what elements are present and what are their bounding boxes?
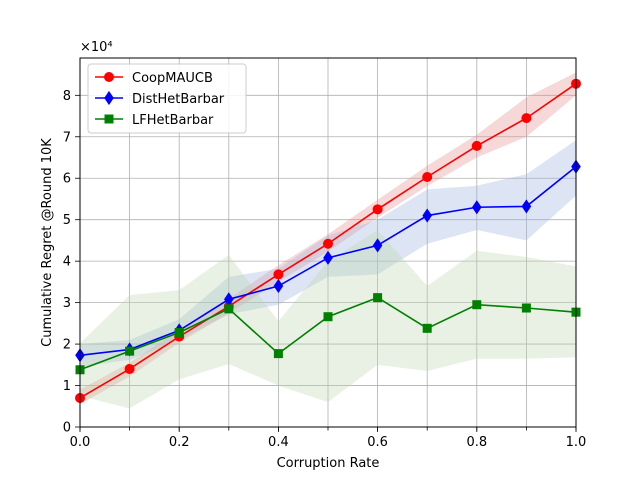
lfhetbarbar-point (224, 304, 234, 314)
legend-label-coopmaucb: CoopMAUCB (132, 71, 213, 86)
coopmaucb-point (422, 171, 433, 182)
legend-marker-disthetbarbar (104, 90, 114, 106)
lfhetbarbar-point (521, 303, 531, 313)
legend-marker-coopmaucb (104, 72, 114, 82)
coopmaucb-point (471, 140, 482, 151)
lfhetbarbar-point (273, 349, 283, 359)
y-axis-label: Cumulative Regret @Round 10K (40, 138, 55, 347)
coopmaucb-point (372, 204, 383, 215)
disthetbarbar-point (323, 250, 333, 265)
legend-box (87, 63, 247, 134)
legend-label-disthetbarbar: DistHetBarbar (132, 92, 225, 107)
x-tick-label: 0.0 (70, 435, 91, 450)
disthetbarbar-point (372, 238, 383, 253)
disthetbarbar-point (273, 278, 284, 294)
x-tick-label: 0.8 (466, 435, 487, 450)
lfhetbarbar-point (373, 293, 383, 303)
lfhetbarbar-point (323, 312, 333, 322)
axis-ticks: 0.0 0.2 0.4 0.6 0.8 1.0 0 1 2 3 4 5 6 7 8 (63, 89, 587, 450)
lfhetbarbar-point (174, 327, 184, 337)
y-tick-label: 2 (63, 338, 71, 353)
y-tick-label: 0 (63, 421, 71, 436)
y-tick-label: 5 (63, 213, 71, 228)
disthetbarbar-point (521, 199, 532, 214)
legend: CoopMAUCB DistHetBarbar LFHetBarbar (87, 63, 247, 134)
y-tick-label: 6 (63, 172, 71, 187)
y-tick-label: 7 (63, 130, 71, 145)
x-tick-label: 0.4 (268, 435, 289, 450)
y-tick-label: 8 (63, 89, 71, 104)
coopmaucb-point (124, 363, 135, 374)
y-tick-label: 1 (63, 379, 71, 394)
coopmaucb-point (323, 238, 333, 249)
disthetbarbar-point (422, 208, 433, 223)
disthetbarbar-point (471, 200, 482, 215)
legend-marker-lfhetbarbar (104, 114, 114, 124)
lfhetbarbar-point (422, 323, 432, 333)
x-tick-label: 1.0 (566, 435, 587, 450)
y-tick-label: 4 (63, 255, 71, 270)
y-axis-multiplier: ×10⁴ (80, 40, 113, 55)
legend-label-lfhetbarbar: LFHetBarbar (132, 113, 214, 128)
x-tick-label: 0.6 (367, 435, 388, 450)
x-tick-label: 0.2 (169, 435, 190, 450)
y-tick-label: 3 (63, 296, 71, 311)
lfhetbarbar-point (125, 346, 135, 356)
lfhetbarbar-point (472, 300, 482, 310)
coopmaucb-point (521, 113, 532, 124)
x-axis-label: Corruption Rate (277, 456, 380, 471)
coopmaucb-point (273, 269, 284, 280)
